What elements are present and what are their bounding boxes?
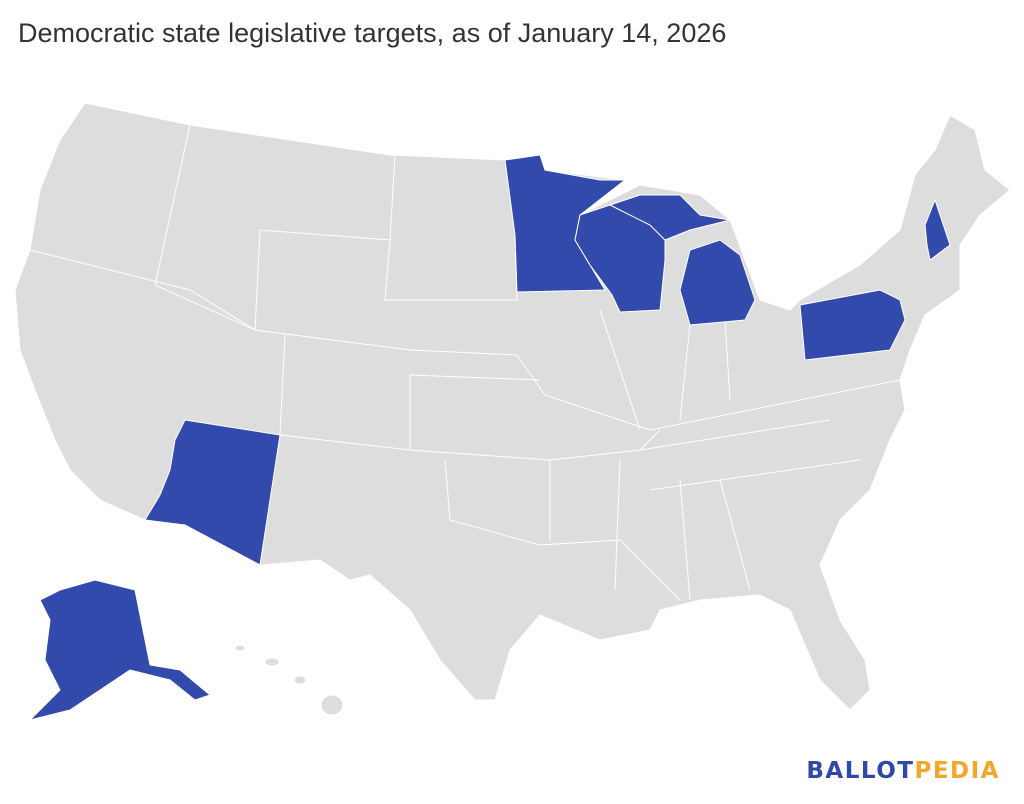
state-new-hampshire [924, 198, 951, 261]
state-michigan [608, 194, 756, 326]
state-borders [29, 124, 901, 601]
state-hawaii [293, 675, 307, 685]
state-hawaii [264, 657, 280, 667]
map-title: Democratic state legislative targets, as… [18, 18, 727, 48]
state-alaska [28, 579, 212, 721]
logo-part1: BALLOT [806, 758, 915, 784]
logo-part2: PEDIA [914, 758, 1000, 784]
state-pennsylvania [799, 289, 906, 361]
state-hawaii [320, 694, 344, 716]
state-hawaii [234, 644, 246, 652]
ballotpedia-logo: BALLOTPEDIA [806, 758, 1000, 784]
state-arizona [144, 419, 281, 566]
